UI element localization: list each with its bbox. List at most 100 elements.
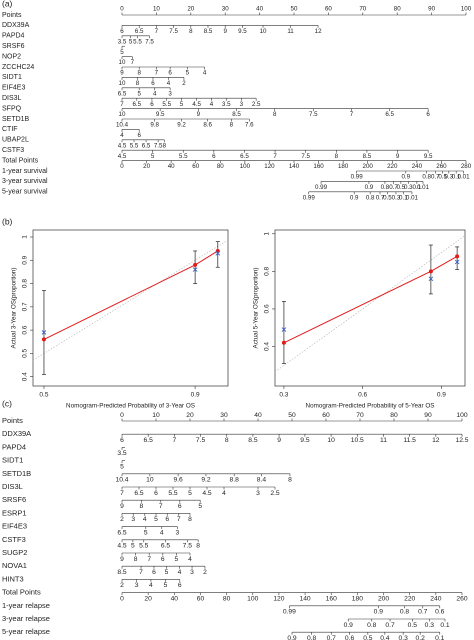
tick-label: 0 [120, 595, 124, 602]
tick-label: 0 [120, 6, 124, 13]
tick-label: 90 [428, 6, 435, 13]
tick-label: 4 [222, 490, 226, 497]
tick-label: 0.01 [417, 184, 430, 191]
tick-label: 10 [327, 437, 335, 444]
row-label: DIS3L [2, 95, 22, 102]
tick-label: 3.5 [117, 450, 127, 457]
tick-label: 7.5 [154, 142, 163, 149]
tick-label: 40 [254, 412, 262, 419]
tick-label: 9 [197, 111, 201, 118]
observed-point [455, 254, 460, 259]
row-label: SETD1B [2, 469, 31, 478]
tick-label: 7 [139, 569, 143, 576]
tick-label: 0.5 [408, 622, 418, 629]
tick-label: 7.5 [169, 28, 178, 35]
tick-label: 4 [210, 101, 214, 108]
y-tick-label: 0.4 [22, 372, 29, 381]
x-tick-label: 0.9 [191, 392, 200, 399]
tick-label: 80 [223, 595, 231, 602]
tick-label: 40 [256, 6, 263, 13]
row-label: SFPQ [2, 105, 22, 112]
panel-label: (c) [2, 398, 12, 408]
tick-label: 6 [150, 101, 154, 108]
tick-label: 2 [120, 516, 124, 523]
tick-label: 6 [178, 582, 182, 589]
tick-label: 2 [120, 582, 124, 589]
tick-label: 180 [338, 163, 349, 170]
row-label: EIF4E3 [2, 85, 25, 92]
y-tick-label: 1 [22, 235, 29, 239]
row-label: DDX39A [2, 429, 31, 438]
tick-label: 6.5 [142, 142, 151, 149]
tick-label: 70 [356, 412, 364, 419]
tick-label: 0.99 [351, 174, 364, 181]
tick-label: 140 [299, 595, 310, 602]
tick-label: 6.5 [117, 529, 127, 536]
x-axis-title: Nomogram-Predicted Probability of 3-Year… [66, 403, 195, 410]
tick-label: 3 [168, 90, 172, 97]
tick-label: 3.5 [118, 38, 127, 45]
row-label: SIDT1 [2, 74, 22, 81]
tick-label: 8.8 [230, 477, 240, 484]
tick-label: 6 [165, 516, 169, 523]
tick-label: 6 [212, 153, 216, 160]
tick-label: 7 [120, 490, 124, 497]
tick-label: 3 [190, 569, 194, 576]
tick-label: 80 [217, 163, 224, 170]
tick-label: 2.5 [270, 490, 280, 497]
row-label: 5-year survival [2, 189, 48, 196]
tick-label: 40 [168, 163, 175, 170]
row-label: SRSF6 [2, 495, 26, 504]
tick-label: 100 [240, 163, 251, 170]
observed-point [281, 340, 286, 345]
tick-label: 4.5 [202, 490, 212, 497]
corrected-point [192, 267, 198, 272]
tick-label: 8.5 [204, 28, 213, 35]
tick-label: 9.5 [300, 437, 310, 444]
row-label: 5-year relapse [2, 627, 50, 636]
tick-label: 9 [120, 70, 124, 77]
plot-frame [274, 229, 466, 387]
tick-label: 0.99 [315, 184, 328, 191]
row-label: ZCCHC24 [2, 64, 34, 71]
tick-label: 6 [426, 111, 430, 118]
corrected-point [41, 330, 47, 335]
tick-label: 0.8 [422, 174, 431, 181]
tick-label: 5 [175, 556, 179, 563]
tick-label: 4.5 [118, 142, 127, 149]
tick-label: 8.4 [257, 477, 267, 484]
tick-label: 5 [144, 529, 148, 536]
y-tick-label: 0.6 [22, 325, 29, 334]
tick-label: 100 [247, 595, 258, 602]
tick-label: 80 [394, 6, 401, 13]
tick-label: 7 [147, 556, 151, 563]
tick-label: 6 [120, 437, 124, 444]
tick-label: 7 [155, 70, 159, 77]
tick-label: 5 [164, 582, 168, 589]
tick-label: 7 [131, 59, 135, 66]
tick-label: 7.5 [183, 543, 193, 550]
tick-label: 0 [120, 412, 124, 419]
tick-label: 6.5 [161, 543, 171, 550]
tick-label: 8 [140, 503, 144, 510]
tick-label: 0.9 [374, 609, 384, 616]
tick-label: 60 [192, 163, 199, 170]
tick-label: 6.5 [144, 437, 154, 444]
tick-label: 100 [456, 412, 467, 419]
row-label: Points [2, 12, 22, 19]
tick-label: 0.1 [440, 622, 450, 629]
row-label: 3-year survival [2, 178, 48, 185]
tick-label: 0.7 [389, 184, 398, 191]
tick-label: 6.5 [135, 28, 144, 35]
tick-label: 90 [424, 412, 432, 419]
tick-label: 0.99 [283, 609, 296, 616]
tick-label: 220 [387, 163, 398, 170]
tick-label: 6 [137, 132, 141, 139]
tick-label: 0.1 [435, 635, 445, 640]
tick-label: 6 [178, 503, 182, 510]
tick-label: 0.8 [366, 194, 375, 201]
tick-label: 0.5 [438, 174, 447, 181]
tick-label: 5.5 [179, 153, 188, 160]
